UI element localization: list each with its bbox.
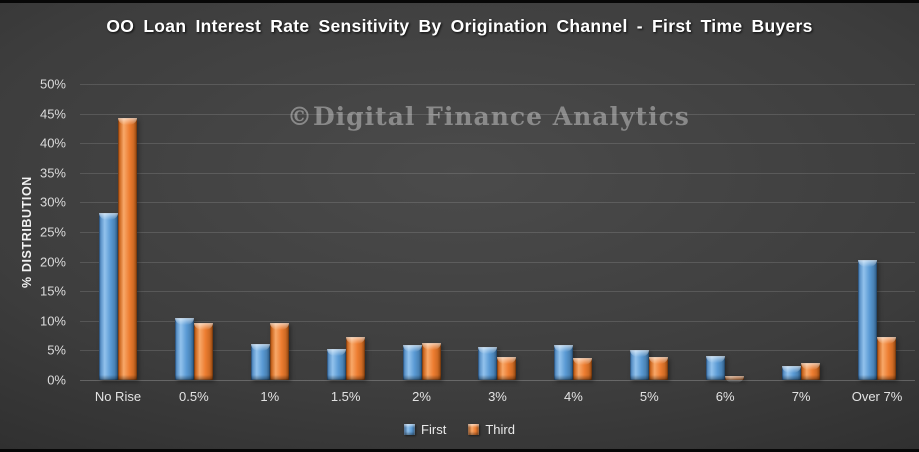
- x-tick-label-5%: 5%: [639, 389, 659, 404]
- bar-group-1%: 1%: [232, 84, 308, 404]
- x-tick-label-3%: 3%: [488, 389, 507, 404]
- bar-group-7%: 7%: [763, 84, 839, 404]
- watermark: ©Digital Finance Analytics: [287, 102, 690, 131]
- y-tick-label-40%: 40%: [39, 135, 66, 151]
- legend-item-third: Third: [468, 422, 515, 437]
- x-tick-label-6%: 6%: [715, 389, 735, 404]
- bar-third-5%: [649, 356, 669, 381]
- bar-third-7%: [801, 362, 821, 381]
- bar-third-6%: [725, 375, 745, 383]
- x-tick-label-7%: 7%: [791, 389, 811, 404]
- x-tick-label-4%: 4%: [563, 389, 583, 404]
- y-tick-label-45%: 45%: [39, 106, 66, 122]
- y-tick-label-5%: 5%: [47, 342, 66, 358]
- legend-item-first: First: [404, 422, 446, 437]
- bar-group-2%: 2%: [384, 84, 460, 404]
- y-tick-label-10%: 10%: [39, 313, 66, 329]
- bar-third-1.5%: [345, 336, 365, 381]
- legend: First Third: [0, 422, 919, 437]
- bar-third-2%: [421, 342, 441, 381]
- x-tick-label-1.5%: 1.5%: [330, 389, 361, 404]
- gridline-40%: [80, 143, 915, 145]
- x-tick-label-No Rise: No Rise: [94, 389, 142, 404]
- y-tick-label-25%: 25%: [39, 224, 66, 240]
- bar-third-Over 7%: [877, 337, 897, 380]
- x-tick-label-0.5%: 0.5%: [179, 389, 209, 404]
- x-tick-label-2%: 2%: [412, 389, 431, 404]
- bar-first-0.5%: [174, 317, 194, 381]
- bar-group-Over 7%: Over 7%: [839, 84, 915, 404]
- bar-first-5%: [630, 350, 650, 380]
- gridline-25%: [80, 232, 915, 233]
- y-tick-label-35%: 35%: [39, 165, 66, 181]
- gridline-30%: [80, 202, 915, 204]
- y-axis-tick-labels: 0% 5% 10% 15% 20% 25% 30% 35% 40% 45% 50%: [0, 77, 72, 388]
- y-tick-label-20%: 20%: [39, 254, 66, 270]
- bar-first-6%: [706, 356, 726, 380]
- y-tick-label-15%: 15%: [39, 283, 66, 299]
- bar-third-No Rise: [117, 118, 137, 380]
- bar-first-7%: [782, 365, 802, 381]
- gridline-15%: [80, 291, 915, 293]
- bar-group-5%: 5%: [611, 84, 687, 404]
- gridline-5%: [80, 350, 915, 352]
- bar-third-0.5%: [193, 323, 213, 380]
- bar-third-4%: [573, 358, 593, 380]
- bar-group-4%: 4%: [535, 84, 611, 404]
- bar-first-1.5%: [326, 348, 346, 381]
- y-tick-label-0%: 0%: [47, 372, 66, 388]
- x-tick-label-Over 7%: Over 7%: [851, 389, 903, 404]
- plot-area: No Rise 0.5% 1% 1.5% 2% 3% 4% 5% 6% 7% Over 7%: [80, 84, 915, 404]
- bar-group-6%: 6%: [687, 84, 763, 404]
- gridline-10%: [80, 320, 915, 322]
- y-tick-label-50%: 50%: [39, 76, 66, 92]
- gridline-50%: [80, 84, 915, 85]
- bar-group-3%: 3%: [460, 84, 536, 404]
- gridline-20%: [80, 261, 915, 263]
- bar-first-4%: [554, 345, 574, 380]
- chart-title: OO Loan Interest Rate Sensitivity By Ori…: [106, 16, 813, 36]
- legend-label-first: First: [421, 422, 447, 437]
- bar-first-3%: [478, 347, 498, 380]
- bar-third-1%: [269, 322, 289, 381]
- bar-group-No Rise: No Rise: [80, 84, 156, 404]
- legend-swatch-first: [404, 424, 416, 435]
- bar-group-1.5%: 1.5%: [308, 84, 384, 404]
- gridline-0%: [80, 380, 915, 381]
- bar-third-3%: [497, 356, 517, 381]
- bar-groups: No Rise 0.5% 1% 1.5% 2% 3% 4% 5% 6% 7% Over 7%: [80, 84, 915, 404]
- gridline-35%: [80, 172, 915, 174]
- bar-first-1%: [250, 344, 270, 380]
- legend-swatch-third: [468, 424, 480, 435]
- bar-first-No Rise: [98, 213, 118, 380]
- legend-label-third: Third: [485, 422, 515, 437]
- x-tick-label-1%: 1%: [260, 389, 280, 404]
- gridline-45%: [80, 113, 915, 115]
- bar-first-Over 7%: [858, 259, 878, 381]
- bar-group-0.5%: 0.5%: [156, 84, 232, 404]
- y-tick-label-30%: 30%: [39, 194, 66, 210]
- bar-first-2%: [402, 345, 422, 380]
